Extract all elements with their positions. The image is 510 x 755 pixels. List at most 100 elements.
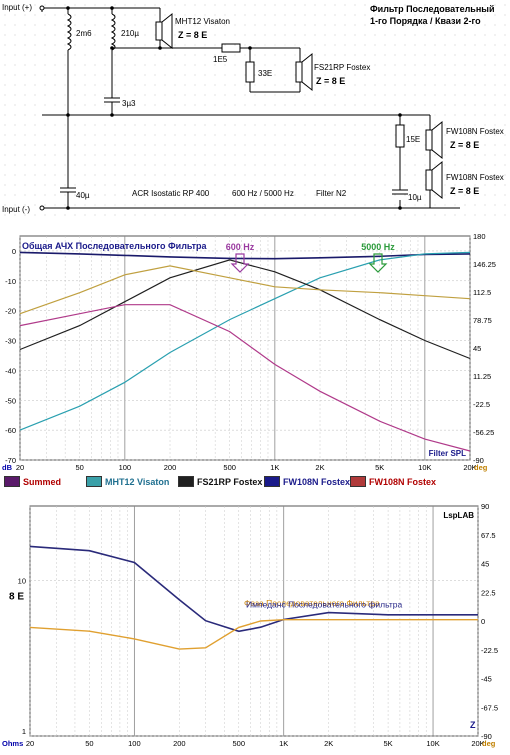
tweeter-impedance: Z = 8 E [178,30,207,40]
l2-value: 210µ [121,29,139,38]
y2-tick-label: 146.25 [473,260,496,269]
chart-legend: Summed MHT12 Visaton FS21RP Fostex FW108N F… [0,476,510,490]
series-line [19,304,471,452]
series-line [19,251,471,260]
y2-tick-label: 45 [481,560,489,569]
mid-impedance: Z = 8 E [316,76,345,86]
y2-tick-label: -90 [481,732,492,741]
series-line [29,619,478,650]
y-tick-label: 0 [12,247,16,256]
legend-swatch [350,476,366,487]
unit-right-label: deg [474,463,488,472]
legend-item: FW108N Fostex [264,476,350,487]
legend-swatch [264,476,280,487]
x-tick-label: 50 [76,463,84,472]
y2-tick-label: 78.75 [473,316,492,325]
x-tick-label: 500 [223,463,236,472]
x-tick-label: 10K [426,739,439,748]
x-tick-label: 10K [418,463,431,472]
spl-chart-title: Общая АЧХ Последовательного Фильтра [22,241,208,251]
crossover-schematic: Input (+) Input (-) 2m6 210µ 3µ3 1E5 33E… [0,0,510,224]
legend-swatch [4,476,20,487]
y-tick-label: 10 [18,576,26,585]
y-tick-label: -60 [5,426,16,435]
y-tick-label: -50 [5,396,16,405]
y2-tick-label: 112.5 [473,288,491,297]
x-tick-label: 20 [16,463,24,472]
plot-area [19,235,471,461]
x-tick-label: 50 [85,739,93,748]
arrow-5000hz-icon [368,253,388,273]
y-tick-label: -20 [5,307,16,316]
schematic-drawing: Input (+) Input (-) 2m6 210µ 3µ3 1E5 33E… [2,3,504,214]
legend-label: FW108N Fostex [369,476,437,487]
fw1-name: FW108N Fostex [446,127,504,136]
c-bottom-right-value: 10µ [408,193,422,202]
x-tick-label: 500 [233,739,246,748]
y-tick-label: 1 [22,727,26,736]
y2-tick-label: 0 [481,617,485,626]
brand-label: LspLAB [443,511,474,520]
x-tick-label: 5K [375,463,384,472]
input-plus-label: Input (+) [2,3,32,12]
c-bottom-left-value: 40µ [76,191,90,200]
y2-tick-label: -90 [473,456,484,465]
schematic-title-line2: 1-го Порядка / Квази 2-го [370,16,481,26]
y2-tick-label: 45 [473,344,481,353]
z-label: Z [470,720,476,730]
l1-value: 2m6 [76,29,92,38]
y2-tick-label: -67.5 [481,703,498,712]
legend-swatch [86,476,102,487]
marker-5000hz-label: 5000 Hz [361,242,395,252]
mid-name: FS21RP Fostex [314,63,370,72]
filter-spl-label: Filter SPL [429,449,466,458]
y-tick-label: -40 [5,366,16,375]
x-tick-label: 2K [315,463,324,472]
legend-item: Summed [4,476,61,487]
plot-area [29,505,479,737]
y2-tick-label: 67.5 [481,531,496,540]
legend-item: FW108N Fostex [350,476,436,487]
x-tick-label: 100 [128,739,141,748]
x-tick-label: 100 [119,463,132,472]
impedance-curve-label: Импеданс Последовательного фильтра [246,599,402,609]
r-series-value: 1E5 [213,55,228,64]
arrow-600hz-icon [230,253,250,273]
series-line [19,259,471,360]
caption-freq: 600 Hz / 5000 Hz [232,189,294,198]
y2-tick-label: 180 [473,232,486,241]
y2-tick-label: -56.25 [473,428,494,437]
series-line [19,251,471,431]
y-tick-label: -30 [5,337,16,346]
x-tick-label: 20K [463,463,476,472]
r-shunt-value: 33E [258,69,272,78]
impedance-chart-svg: 20 50 100 200 500 1K 2K 5K 10K 20K 10 1 90 67.5 45 22.5… [2,502,498,748]
caption-filter: Filter N2 [316,189,347,198]
schematic-title-line1: Фильтр Последовательный [370,4,494,14]
x-tick-label: 1K [270,463,279,472]
legend-item: FS21RP Fostex [178,476,262,487]
y2-tick-label: 90 [481,502,489,511]
c1-value: 3µ3 [122,99,136,108]
tweeter-name: MHT12 Visaton [175,17,230,26]
legend-label: FS21RP Fostex [197,476,263,487]
y2-tick-label: -45 [481,675,492,684]
impedance-chart: 20 50 100 200 500 1K 2K 5K 10K 20K 10 1 90 67.5 45 22.5… [0,498,510,750]
y2-tick-label: -22.5 [481,646,498,655]
legend-swatch [178,476,194,487]
x-tick-label: 1K [279,739,288,748]
x-tick-label: 2K [324,739,333,748]
phase-curve-label: Фаза Последовательного Фильтра [244,598,380,608]
x-tick-label: 5K [383,739,392,748]
y-tick-label: -10 [5,277,16,286]
r-fw-value: 15E [406,135,420,144]
legend-label: MHT12 Visaton [105,476,170,487]
y-tick-label: -70 [5,456,16,465]
unit-left-label: dB [2,463,13,472]
label-8e: 8 E [9,591,24,602]
fw2-name: FW108N Fostex [446,173,504,182]
series-line [19,265,471,315]
spl-chart-svg: 20 50 100 200 500 1K 2K 5K 10K 20K 0 -10 -20 -30 -40 -5… [2,232,496,472]
spl-chart: 20 50 100 200 500 1K 2K 5K 10K 20K 0 -10 -20 -30 -40 -5… [0,228,510,490]
legend-label: Summed [23,476,62,487]
